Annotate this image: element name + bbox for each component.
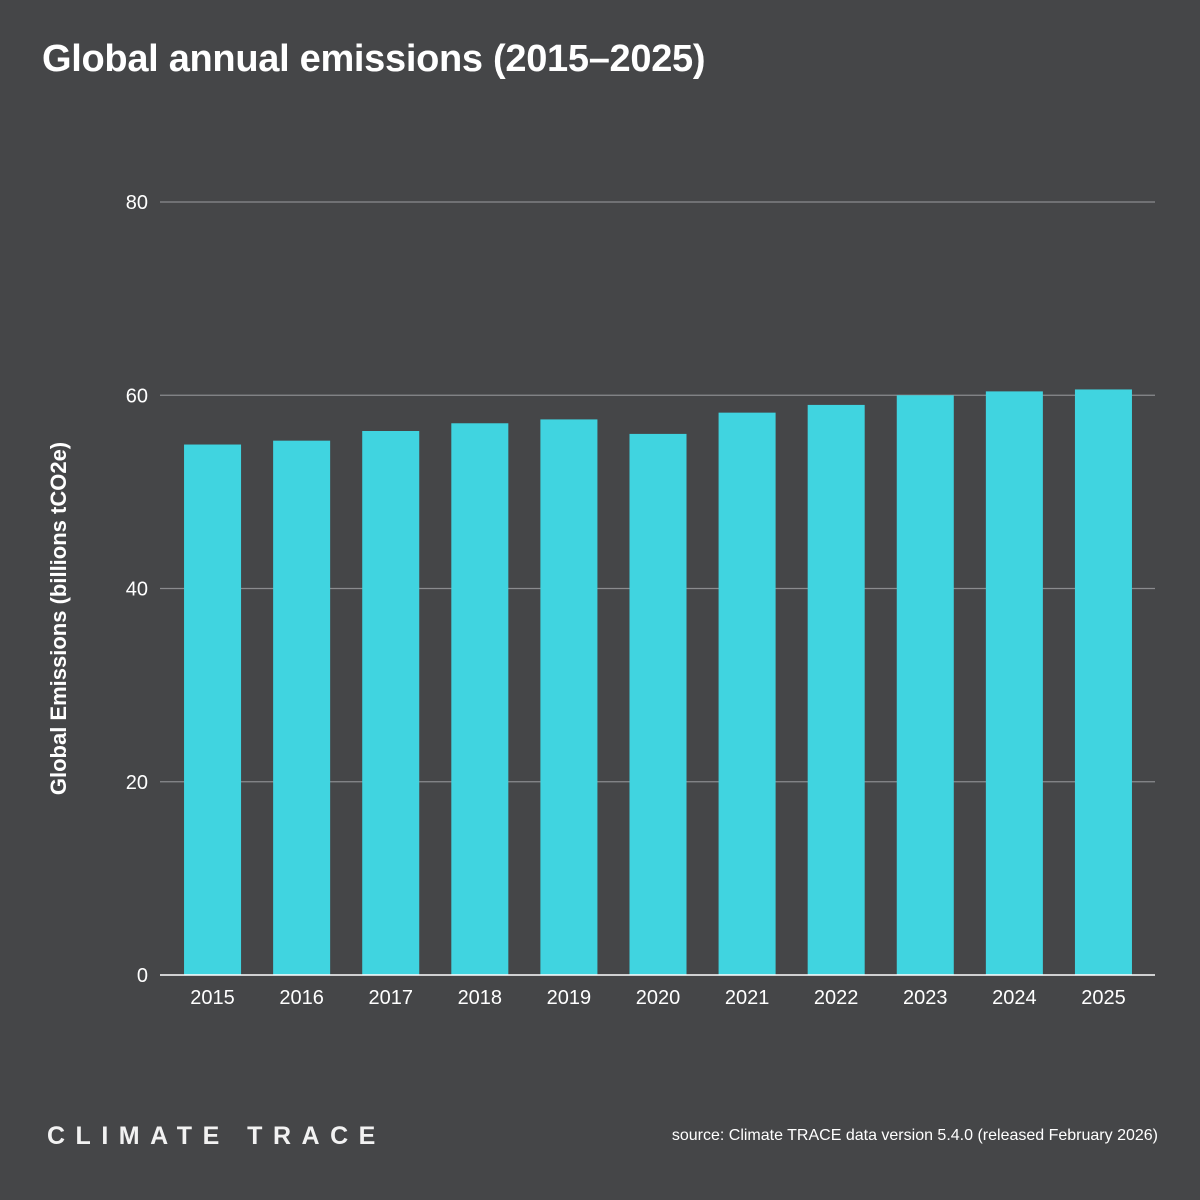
bar-2024	[985, 391, 1043, 975]
x-tick-label: 2025	[1081, 987, 1126, 1009]
y-tick-label: 20	[126, 772, 148, 794]
x-tick-label: 2018	[458, 987, 503, 1009]
x-tick-label: 2020	[636, 987, 681, 1009]
y-tick-label: 40	[126, 579, 148, 601]
bars	[184, 389, 1132, 976]
y-tick-label: 0	[137, 965, 148, 987]
x-tick-label: 2019	[547, 987, 592, 1009]
bar-2017	[362, 431, 420, 976]
x-tick-label: 2023	[903, 987, 948, 1009]
bar-2018	[451, 423, 509, 975]
x-tick-label: 2021	[725, 987, 770, 1009]
y-tick-label: 80	[126, 192, 148, 214]
bar-2022	[807, 404, 865, 976]
y-tick-label: 60	[126, 385, 148, 407]
x-tick-label: 2022	[814, 987, 859, 1009]
x-tick-label: 2017	[368, 987, 413, 1009]
climate-trace-logo: CLIMATE TRACE	[47, 1122, 386, 1150]
y-axis-label: Global Emissions (billions tCO2e)	[46, 442, 71, 795]
bar-2025	[1074, 389, 1132, 975]
bar-2020	[629, 433, 687, 975]
x-tick-labels: 2015 2016 2017 2018 2019 2020 2021 2022 2023 2024…	[190, 987, 1125, 1009]
bar-2015	[184, 444, 242, 975]
y-tick-labels: 0 20 40 60 80	[126, 192, 148, 987]
x-tick-label: 2015	[190, 987, 235, 1009]
bar-2023	[896, 395, 954, 975]
bar-2019	[540, 419, 598, 975]
bar-2021	[718, 412, 776, 976]
x-tick-label: 2024	[992, 987, 1037, 1009]
chart-title: Global annual emissions (2015–2025)	[42, 38, 706, 80]
bar-2016	[273, 440, 331, 975]
x-tick-label: 2016	[279, 987, 324, 1009]
source-note: source: Climate TRACE data version 5.4.0…	[671, 1127, 1158, 1144]
